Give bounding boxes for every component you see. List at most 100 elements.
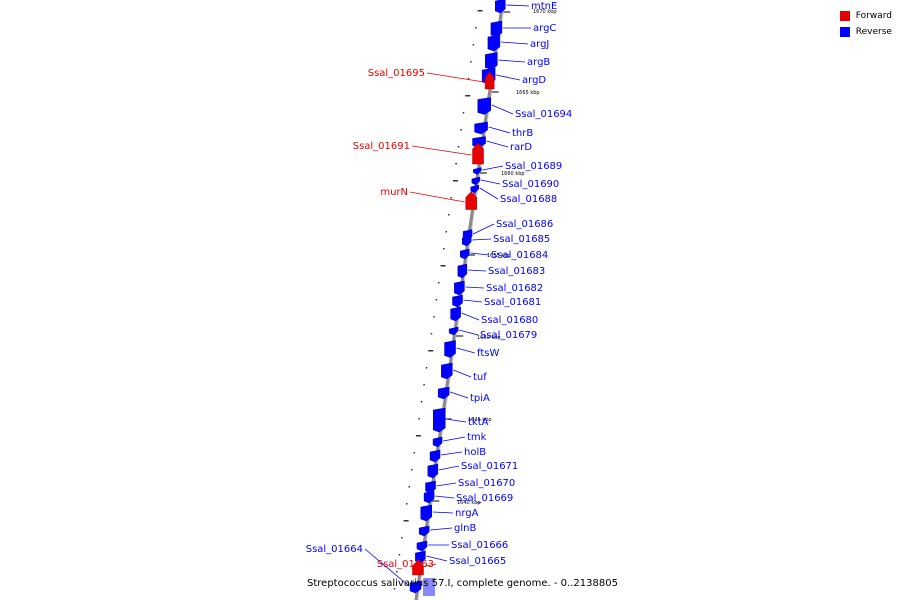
gene-nrgA[interactable] [420,504,433,522]
gene-argJ[interactable] [487,34,501,52]
gene-label-ftsW[interactable]: ftsW [477,348,499,359]
gene-Ssal_01666[interactable] [416,540,428,552]
gene-Ssal_01684[interactable] [460,248,470,260]
gene-label-Ssal_01669[interactable]: Ssal_01669 [456,493,513,504]
gene-label-nrgA[interactable]: nrgA [455,508,479,519]
gene-label-holB[interactable]: holB [464,447,486,458]
gene-label-Ssal_01689[interactable]: Ssal_01689 [505,161,562,172]
scale-tick [428,350,434,352]
gene-label-Ssal_01691[interactable]: Ssal_01691 [353,141,410,152]
gene-label-Ssal_01665[interactable]: Ssal_01665 [449,556,506,567]
scale-tick [450,197,452,199]
gene-Ssal_01682[interactable] [454,280,465,296]
gene-Ssal_01689[interactable] [473,167,482,175]
gene-label-tuf[interactable]: tuf [473,372,487,383]
legend-reverse-label: Reverse [855,27,892,37]
gene-label-Ssal_01684[interactable]: Ssal_01684 [491,250,548,261]
gene-label-Ssal_01686[interactable]: Ssal_01686 [496,219,553,230]
gene-label-Ssal_01685[interactable]: Ssal_01685 [493,234,550,245]
scale-tick [406,503,408,505]
gene-label-Ssal_01682[interactable]: Ssal_01682 [486,283,543,294]
gene-label-mtnE[interactable]: mtnE [531,1,557,12]
scale-tick [472,44,475,46]
gene-label-Ssal_01663[interactable]: Ssal_01663 [377,559,434,570]
scale-tick [413,452,415,454]
scale-tick [460,129,462,131]
label-leader-argD [496,74,521,81]
gene-label-argC[interactable]: argC [533,23,556,34]
gene-labels: mtnE argC argJ argB argD Ssal_01694 thrB rarD Ss… [306,1,572,587]
gene-Ssal_01691[interactable] [472,142,484,165]
gene-label-Ssal_01681[interactable]: Ssal_01681 [484,297,541,308]
gene-label-thrB[interactable]: thrB [512,128,533,139]
gene-rarD[interactable] [472,136,486,148]
gene-label-argJ[interactable]: argJ [530,39,549,50]
gene-label-Ssal_01680[interactable]: Ssal_01680 [481,315,538,326]
gene-label-glnB[interactable]: glnB [454,523,476,534]
legend: Forward Reverse [839,8,892,40]
gene-Ssal_01681[interactable] [452,294,463,308]
gene-label-Ssal_01679[interactable]: Ssal_01679 [480,330,537,341]
gene-label-Ssal_01666[interactable]: Ssal_01666 [451,540,508,551]
scale-tick [403,520,409,522]
gene-mtnE[interactable] [495,0,506,14]
gene-label-Ssal_01695[interactable]: Ssal_01695 [368,68,425,79]
legend-reverse: Reverse [839,24,892,40]
gene-ftsW[interactable] [444,340,456,358]
scale-tick [440,265,446,267]
gene-Ssal_01688[interactable] [470,184,479,194]
gene-Ssal_01694[interactable] [477,97,492,115]
scale-tick [430,333,433,335]
gene-label-rarD[interactable]: rarD [510,142,532,153]
scale-tick [477,10,483,12]
gene-Ssal_01664[interactable] [409,580,422,594]
gene-label-tpiA[interactable]: tpiA [470,393,490,404]
gene-Ssal_01669[interactable] [423,490,435,504]
label-leader-Ssal_01669 [435,495,455,499]
gene-label-argD[interactable]: argD [522,75,546,86]
gene-Ssal_01680[interactable] [450,306,461,322]
gene-label-tktA[interactable]: tktA [468,417,489,428]
kbp-label-group: 1670 kbp 1665 kbp 1660 kbp 1655 kbp 1650 kbp… [432,9,557,506]
scale-ticks [393,10,483,590]
gene-Ssal_01685[interactable] [461,235,472,247]
gene-glnB[interactable] [418,525,430,537]
label-leader-Ssal_01665 [426,555,448,562]
label-leader-Ssal_01694 [491,104,514,115]
gene-label-murN[interactable]: murN [380,187,408,198]
gene-Ssal_01679[interactable] [448,326,459,336]
gene-argB[interactable] [485,52,498,70]
gene-tmk[interactable] [432,436,443,448]
scale-tick [415,435,421,437]
gene-tktA[interactable] [432,407,446,433]
label-leader-argJ [500,41,529,45]
legend-forward: Forward [839,8,892,24]
gene-Ssal_01683[interactable] [457,263,468,279]
scale-tick [435,299,438,301]
scale-tick [462,112,465,114]
scale-tick [467,78,470,80]
label-leader-mtnE [506,4,530,7]
gene-thrB[interactable] [474,121,488,135]
gene-Ssal_01690[interactable] [471,176,481,186]
gene-label-Ssal_01694[interactable]: Ssal_01694 [515,109,572,120]
gene-Ssal_01695[interactable] [484,71,495,90]
label-leader-Ssal_01685 [472,238,492,241]
gene-label-Ssal_01688[interactable]: Ssal_01688 [500,194,557,205]
gene-label-Ssal_01664[interactable]: Ssal_01664 [306,544,363,555]
gene-tpiA[interactable] [437,386,450,400]
gene-label-Ssal_01690[interactable]: Ssal_01690 [502,179,559,190]
kbp-label: 1645 kbp [468,417,492,423]
gene-label-Ssal_01683[interactable]: Ssal_01683 [488,266,545,277]
gene-label-tmk[interactable]: tmk [467,432,487,443]
gene-Ssal_01671[interactable] [427,463,439,479]
reverse-swatch [839,27,850,37]
gene-murN[interactable] [465,191,477,210]
gene-label-Ssal_01671[interactable]: Ssal_01671 [461,461,518,472]
gene-label-argB[interactable]: argB [527,57,550,68]
gene-label-Ssal_01670[interactable]: Ssal_01670 [458,478,515,489]
label-leader-Ssal_01688 [479,187,499,200]
genome-caption: Streptococcus salivarius 57.I, complete … [307,578,618,589]
gene-tuf[interactable] [441,362,453,380]
gene-holB[interactable] [429,449,441,463]
